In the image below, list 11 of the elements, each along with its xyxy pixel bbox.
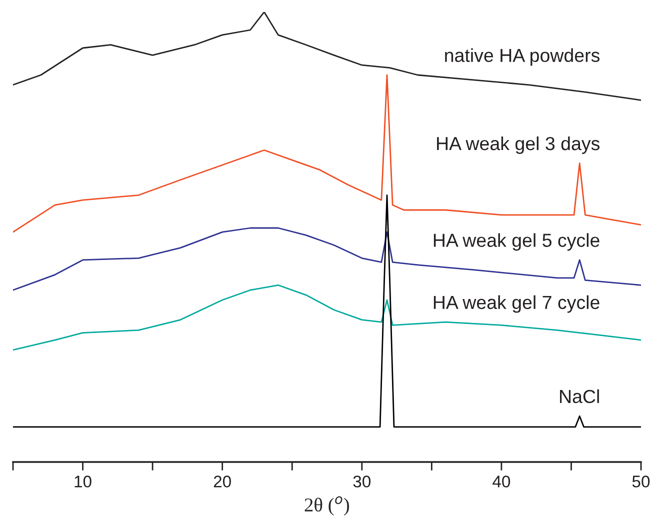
- x-tick-label: 30: [353, 476, 371, 488]
- series-label: HA weak gel 3 days: [437, 136, 600, 154]
- series-label: native HA powders: [445, 48, 600, 66]
- x-tick-label: 20: [214, 476, 231, 488]
- x-tick-label: 50: [632, 476, 650, 488]
- x-tick-label: 10: [74, 476, 92, 488]
- series-label: HA weak gel 7 cycle: [434, 295, 600, 313]
- series-label: HA weak gel 5 cycle: [434, 233, 600, 251]
- x-tick-label: 40: [492, 476, 510, 488]
- x-axis-title: 2θ ($^{o}$): [304, 496, 349, 516]
- series-label: NaCl: [560, 389, 599, 404]
